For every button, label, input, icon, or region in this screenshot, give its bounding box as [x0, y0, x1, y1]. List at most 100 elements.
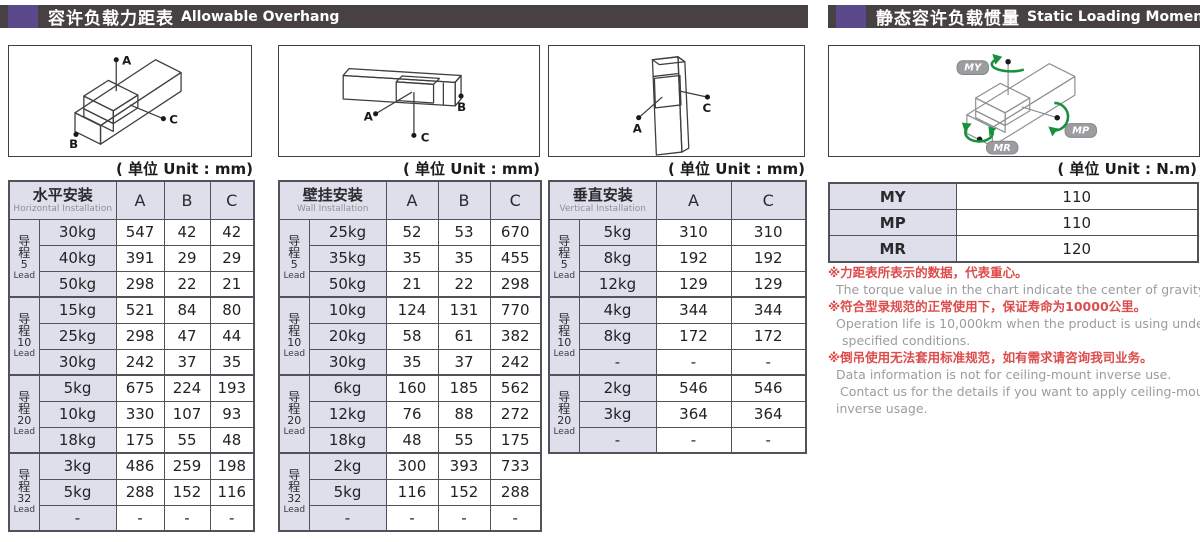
value-cell: 131 — [437, 296, 491, 324]
value-cell: 547 — [115, 218, 165, 246]
note-line: ※倒吊使用无法套用标准规范，如有需求请咨询我司业务。 — [828, 350, 1153, 365]
diagram-static-loading-moment: MY MP MR — [828, 45, 1200, 157]
value-cell: 298 — [115, 270, 165, 298]
value-cell: 546 — [655, 374, 732, 402]
mr-badge-label: MR — [994, 143, 1011, 154]
table-title-en: Horizontal Installation — [13, 203, 113, 214]
lead-label: 导 — [288, 312, 301, 326]
section-header-overhang: 容许负载力距表 Allowable Overhang — [0, 5, 808, 29]
moment-table: MY 110 MP 110 MR 120 — [828, 182, 1199, 263]
value-cell: 58 — [385, 322, 439, 350]
table-row: 8kg 172 172 — [549, 322, 807, 350]
value-cell: 393 — [437, 452, 491, 480]
lead-label: Lead — [553, 427, 576, 437]
lead-label: 程 — [288, 324, 301, 338]
table-row: 导程 10 Lead 15kg 521 84 80 — [8, 296, 255, 376]
value-cell: 486 — [115, 452, 165, 480]
note-line: inverse usage. — [836, 401, 928, 416]
value-cell: 288 — [489, 478, 542, 506]
my-axis-dot — [1005, 58, 1011, 65]
lead-label: 32 — [17, 492, 32, 505]
load-cell: - — [38, 504, 117, 532]
unit-label-mm-wall: ( 单位 Unit : mm) — [402, 160, 540, 178]
table-title-zh: 壁挂安装 — [302, 185, 363, 204]
value-cell: 116 — [385, 478, 439, 506]
load-cell: 18kg — [38, 426, 117, 454]
value-cell: 29 — [163, 244, 211, 272]
lead-label: 程 — [288, 245, 301, 260]
section-title-zh: 容许负载力距表 — [48, 9, 174, 29]
section-title-en: Allowable Overhang — [181, 8, 340, 25]
value-cell: 259 — [163, 452, 211, 480]
moment-rail-drawing-icon: MY MP MR — [956, 53, 1097, 155]
value-cell: 192 — [655, 244, 732, 272]
lead-label: 程 — [18, 324, 31, 338]
lead-group-cell: 导程 10 Lead — [548, 296, 580, 376]
value-cell: 198 — [209, 452, 255, 480]
lead-label: 导 — [288, 468, 301, 482]
diagram-wall-installation: A C B — [278, 45, 540, 157]
value-cell: - — [115, 504, 165, 532]
column-header-c: C — [489, 180, 542, 220]
mp-axis-dot — [1054, 114, 1060, 121]
value-cell: 152 — [437, 478, 491, 506]
label-a: A — [122, 54, 132, 68]
lead-group-cell: 导程 5 Lead — [278, 218, 310, 298]
mp-badge: MP — [1064, 123, 1097, 138]
lead-label: 5 — [560, 257, 568, 271]
lead-label: 程 — [558, 402, 571, 416]
table-row: 40kg 391 29 29 — [9, 244, 255, 272]
my-rotation-arrow-icon — [990, 57, 1025, 73]
value-cell: 733 — [489, 452, 542, 480]
column-header-b: B — [163, 180, 211, 220]
value-cell: 21 — [385, 270, 439, 298]
lead-label: 程 — [558, 324, 571, 338]
load-cell: 25kg — [38, 322, 117, 350]
lead-group-cell: 导程 20 Lead — [8, 374, 40, 454]
value-cell: 344 — [655, 296, 732, 324]
load-cell: 4kg — [578, 296, 657, 324]
load-cell: 5kg — [308, 478, 387, 506]
wall-rail-drawing-icon: A C B — [342, 67, 466, 144]
value-cell: - — [655, 426, 732, 454]
table-row: 5kg 116 152 288 — [279, 478, 542, 506]
value-cell: 193 — [209, 374, 255, 402]
table-row: 8kg 192 192 — [549, 244, 807, 272]
mp-badge-label: MP — [1072, 125, 1090, 136]
moment-value-cell: 110 — [955, 209, 1199, 236]
value-cell: 61 — [437, 322, 491, 350]
load-cell: 18kg — [308, 426, 387, 454]
moment-label-cell: MP — [828, 209, 957, 236]
value-cell: 185 — [437, 374, 491, 402]
value-cell: 35 — [385, 244, 439, 272]
load-cell: 30kg — [308, 348, 387, 376]
value-cell: 80 — [209, 296, 255, 324]
lead-label: 程 — [558, 245, 571, 260]
lead-label: Lead — [13, 349, 36, 359]
lead-label: Lead — [283, 349, 306, 359]
value-cell: 37 — [163, 348, 211, 376]
note-line: specified conditions. — [842, 333, 971, 348]
table-row: 5kg 288 152 116 — [9, 478, 255, 506]
table-row: 10kg 330 107 93 — [9, 400, 255, 428]
table-row: 导程 10 Lead 4kg 344 344 — [548, 296, 807, 376]
value-cell: 48 — [385, 426, 439, 454]
value-cell: 29 — [209, 244, 255, 272]
value-cell: 364 — [730, 400, 807, 428]
column-header-a: A — [385, 180, 439, 220]
value-cell: 242 — [489, 348, 542, 376]
load-cell: 20kg — [308, 322, 387, 350]
lead-label: 导 — [18, 390, 31, 404]
note-line: Data information is not for ceiling-moun… — [836, 367, 1172, 382]
note-line: ※符合型录规范的正常使用下，保证寿命为10000公里。 — [828, 299, 1147, 314]
label-c: C — [169, 113, 178, 127]
point-a-dot — [373, 111, 379, 117]
lead-label: 导 — [18, 468, 31, 482]
load-cell: 5kg — [38, 478, 117, 506]
lead-label: Lead — [553, 349, 576, 359]
table-row: 50kg 298 22 21 — [9, 270, 255, 298]
value-cell: 242 — [115, 348, 165, 376]
vertical-rail-drawing-icon: A C — [633, 56, 711, 156]
value-cell: 47 — [163, 322, 211, 350]
